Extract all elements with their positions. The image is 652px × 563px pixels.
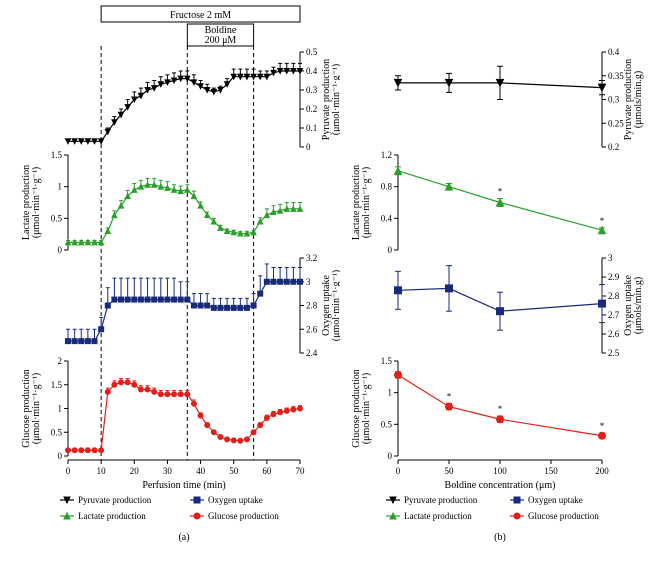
svg-text:Pyruvate production(μmols/min.: Pyruvate production(μmols/min.g) — [623, 59, 644, 140]
svg-text:1: 1 — [388, 388, 393, 398]
svg-text:1.5: 1.5 — [51, 380, 63, 390]
series-oxygen — [395, 266, 606, 331]
svg-text:2.8: 2.8 — [306, 301, 318, 311]
svg-text:70: 70 — [296, 466, 306, 476]
series-oxygen — [66, 264, 303, 344]
svg-text:1.5: 1.5 — [381, 356, 393, 366]
legend-pyruvate: Pyruvate production — [78, 495, 152, 505]
series-glucose: * * * — [395, 371, 606, 439]
svg-text:100: 100 — [493, 466, 507, 476]
svg-text:200: 200 — [595, 466, 609, 476]
svg-text:1: 1 — [58, 182, 63, 192]
svg-text:0.5: 0.5 — [306, 47, 318, 57]
legend-lactate: Lactate production — [78, 511, 146, 521]
legend-oxygen: Oxygen uptake — [208, 495, 263, 505]
svg-text:0.2: 0.2 — [306, 104, 317, 114]
svg-text:0: 0 — [388, 245, 393, 255]
svg-text:0.3: 0.3 — [306, 85, 318, 95]
svg-text:0.4: 0.4 — [608, 47, 620, 57]
svg-text:0.25: 0.25 — [608, 118, 624, 128]
svg-text:2.6: 2.6 — [306, 324, 318, 334]
svg-text:50: 50 — [229, 466, 239, 476]
panel-b-svg: 050100150200Boldine concentration (μm)0.… — [340, 0, 652, 563]
panel-b-xlabel: Boldine concentration (μm) — [445, 480, 556, 491]
svg-text:3: 3 — [608, 253, 613, 263]
svg-text:3: 3 — [306, 277, 311, 287]
legend-glucose: Glucose production — [208, 511, 279, 521]
svg-text:20: 20 — [130, 466, 140, 476]
legend-oxygen: Oxygen uptake — [528, 495, 583, 505]
svg-text:0.35: 0.35 — [608, 71, 624, 81]
series-pyruvate — [395, 66, 606, 99]
svg-text:0: 0 — [396, 466, 401, 476]
significance-star: * — [498, 404, 503, 414]
svg-text:0.4: 0.4 — [381, 213, 393, 223]
svg-text:0: 0 — [58, 451, 63, 461]
svg-text:40: 40 — [196, 466, 206, 476]
panel-a-xlabel: Perfusion time (min) — [142, 480, 225, 491]
svg-text:0: 0 — [58, 245, 63, 255]
boldine-label: Boldine200 μM — [205, 25, 237, 46]
svg-text:Lactate production(μmol·min⁻¹·: Lactate production(μmol·min⁻¹·g⁻¹) — [21, 165, 42, 240]
svg-text:Oxygen uptake(μmols/min.g): Oxygen uptake(μmols/min.g) — [623, 275, 644, 336]
legend-lactate: Lactate production — [404, 511, 472, 521]
panel-b: 050100150200Boldine concentration (μm)0.… — [340, 0, 652, 563]
svg-text:Glucose production(μmol·min⁻¹·: Glucose production(μmol·min⁻¹·g⁻¹) — [21, 369, 42, 448]
svg-text:10: 10 — [97, 466, 107, 476]
significance-star: * — [600, 216, 605, 226]
legend-pyruvate: Pyruvate production — [404, 495, 478, 505]
svg-text:0.1: 0.1 — [306, 123, 317, 133]
svg-text:2.5: 2.5 — [608, 348, 620, 358]
svg-text:30: 30 — [163, 466, 173, 476]
svg-text:2.4: 2.4 — [306, 348, 318, 358]
panel-a: Fructose 2 mMBoldine200 μM01020304050607… — [0, 0, 340, 563]
svg-text:3.2: 3.2 — [306, 253, 317, 263]
svg-text:0.4: 0.4 — [306, 66, 318, 76]
svg-text:2.6: 2.6 — [608, 329, 620, 339]
svg-text:0.5: 0.5 — [51, 213, 63, 223]
svg-text:0.5: 0.5 — [381, 419, 393, 429]
svg-text:0.2: 0.2 — [608, 142, 619, 152]
panel-b-caption: (b) — [494, 532, 506, 543]
figure-container: Fructose 2 mMBoldine200 μM01020304050607… — [0, 0, 652, 563]
svg-text:0: 0 — [388, 451, 393, 461]
svg-text:60: 60 — [262, 466, 272, 476]
svg-text:1.5: 1.5 — [51, 150, 63, 160]
svg-text:0: 0 — [66, 466, 71, 476]
svg-text:0.8: 0.8 — [381, 182, 393, 192]
svg-text:0: 0 — [306, 142, 311, 152]
svg-text:Lactate production(μmol·min⁻¹·: Lactate production(μmol·min⁻¹·g⁻¹) — [351, 165, 372, 240]
significance-star: * — [600, 421, 605, 431]
svg-text:Pyruvate production(μmol·min⁻¹: Pyruvate production(μmol·min⁻¹·g⁻¹) — [321, 59, 340, 140]
panel-a-caption: (a) — [178, 532, 189, 543]
svg-text:0.5: 0.5 — [51, 427, 63, 437]
legend-glucose: Glucose production — [528, 511, 599, 521]
svg-text:150: 150 — [544, 466, 558, 476]
fructose-label: Fructose 2 mM — [170, 10, 231, 21]
panel-a-svg: Fructose 2 mMBoldine200 μM01020304050607… — [0, 0, 340, 563]
svg-text:50: 50 — [445, 466, 455, 476]
significance-star: * — [447, 391, 452, 401]
series-lactate: ** — [395, 167, 606, 234]
svg-text:2: 2 — [58, 356, 63, 366]
svg-text:2.8: 2.8 — [608, 291, 620, 301]
svg-text:Glucose production(μmol·min⁻¹·: Glucose production(μmol·min⁻¹·g⁻¹) — [351, 369, 372, 448]
svg-text:Oxygen uptake(μmol·min⁻¹·g⁻¹): Oxygen uptake(μmol·min⁻¹·g⁻¹) — [321, 270, 340, 341]
significance-star: * — [498, 187, 503, 197]
svg-text:2.9: 2.9 — [608, 272, 620, 282]
svg-text:2.7: 2.7 — [608, 310, 620, 320]
svg-text:1.2: 1.2 — [381, 150, 392, 160]
svg-text:0.3: 0.3 — [608, 95, 620, 105]
svg-text:1: 1 — [58, 404, 63, 414]
